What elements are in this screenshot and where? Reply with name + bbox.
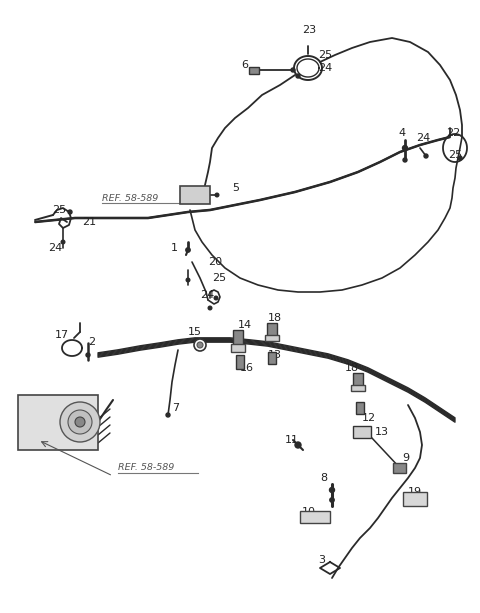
Text: REF. 58-589: REF. 58-589 bbox=[118, 463, 174, 473]
Circle shape bbox=[61, 240, 65, 244]
Circle shape bbox=[214, 296, 218, 300]
Text: 14: 14 bbox=[238, 320, 252, 330]
Circle shape bbox=[215, 193, 219, 197]
Bar bbox=[231, 344, 245, 352]
Text: 13: 13 bbox=[375, 427, 389, 437]
Text: 25: 25 bbox=[448, 150, 462, 160]
Text: 24: 24 bbox=[318, 63, 332, 73]
Circle shape bbox=[403, 145, 408, 151]
Text: REF. 58-589: REF. 58-589 bbox=[102, 194, 158, 202]
Circle shape bbox=[296, 74, 300, 78]
Text: 12: 12 bbox=[362, 413, 376, 423]
Text: 2: 2 bbox=[88, 337, 95, 347]
Text: 19: 19 bbox=[408, 487, 422, 497]
Circle shape bbox=[186, 278, 190, 282]
Circle shape bbox=[68, 210, 72, 214]
Text: 3: 3 bbox=[318, 555, 325, 565]
Circle shape bbox=[329, 487, 335, 492]
Bar bbox=[249, 66, 259, 74]
Bar bbox=[268, 352, 276, 364]
Circle shape bbox=[166, 413, 170, 417]
Bar bbox=[18, 395, 98, 450]
Text: 10: 10 bbox=[302, 507, 316, 517]
Text: 13: 13 bbox=[268, 350, 282, 360]
Circle shape bbox=[295, 442, 301, 448]
Text: 21: 21 bbox=[82, 217, 96, 227]
Text: 11: 11 bbox=[285, 435, 299, 445]
Text: 25: 25 bbox=[318, 50, 332, 60]
Text: 8: 8 bbox=[320, 473, 327, 483]
FancyBboxPatch shape bbox=[180, 186, 210, 204]
Circle shape bbox=[86, 353, 90, 357]
Bar bbox=[236, 355, 244, 369]
Circle shape bbox=[75, 417, 85, 427]
Circle shape bbox=[458, 156, 462, 160]
Text: 25: 25 bbox=[212, 273, 226, 283]
Circle shape bbox=[186, 248, 190, 252]
Text: 25: 25 bbox=[52, 205, 66, 215]
Text: 5: 5 bbox=[232, 183, 239, 193]
Text: 18: 18 bbox=[345, 363, 359, 373]
Text: 6: 6 bbox=[241, 60, 248, 70]
Bar bbox=[353, 426, 371, 438]
Text: 9: 9 bbox=[402, 453, 409, 463]
Circle shape bbox=[60, 402, 100, 442]
Bar bbox=[351, 385, 365, 391]
Bar bbox=[394, 463, 407, 473]
Text: 4: 4 bbox=[398, 128, 405, 138]
Text: 15: 15 bbox=[188, 327, 202, 337]
Circle shape bbox=[330, 498, 334, 502]
Text: 17: 17 bbox=[55, 330, 69, 340]
Bar bbox=[353, 373, 363, 387]
Bar bbox=[403, 492, 427, 506]
Circle shape bbox=[424, 154, 428, 158]
Text: 16: 16 bbox=[240, 363, 254, 373]
Circle shape bbox=[291, 68, 295, 72]
Text: 22: 22 bbox=[446, 128, 460, 138]
Bar bbox=[233, 330, 243, 346]
Bar bbox=[267, 323, 277, 337]
Circle shape bbox=[208, 306, 212, 310]
Text: 20: 20 bbox=[208, 257, 222, 267]
Circle shape bbox=[194, 339, 206, 351]
Bar bbox=[265, 335, 279, 341]
Text: 7: 7 bbox=[172, 403, 179, 413]
Circle shape bbox=[403, 158, 407, 162]
Text: 23: 23 bbox=[302, 25, 316, 35]
Circle shape bbox=[197, 342, 203, 348]
Text: 1: 1 bbox=[171, 243, 178, 253]
Bar bbox=[300, 511, 330, 523]
Text: 24: 24 bbox=[48, 243, 62, 253]
Circle shape bbox=[68, 410, 92, 434]
Text: 24: 24 bbox=[200, 290, 214, 300]
Bar bbox=[356, 402, 364, 414]
Text: 24: 24 bbox=[416, 133, 430, 143]
Text: 18: 18 bbox=[268, 313, 282, 323]
